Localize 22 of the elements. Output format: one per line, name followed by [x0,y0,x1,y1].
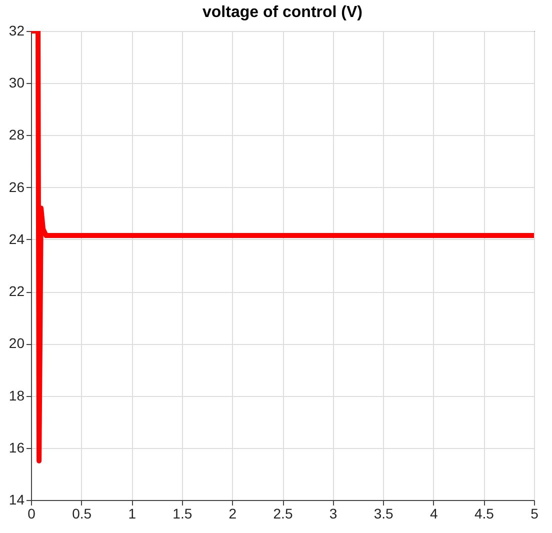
chart-title: voltage of control (V) [202,4,362,21]
y-tick-label: 30 [8,74,25,91]
y-tick-label: 14 [8,492,25,508]
y-tick-label: 22 [8,283,25,300]
y-tick-label: 28 [8,126,25,143]
x-tick-label: 3 [329,506,338,522]
y-tick-label: 26 [8,178,25,195]
y-tick-label: 24 [8,230,25,247]
x-tick-label: 2.5 [273,506,293,522]
y-tick-label: 20 [8,335,25,352]
y-tick-label: 18 [8,387,25,404]
y-tick-label: 16 [8,439,25,456]
x-tick-label: 1.5 [172,506,192,522]
x-tick-label: 5 [530,506,539,522]
x-tick-label: 0.5 [72,506,92,522]
y-tick-label: 32 [8,22,25,38]
x-tick-label: 0 [28,506,36,522]
x-tick-label: 1 [128,506,136,522]
x-tick-label: 4 [430,506,438,522]
x-tick-label: 4.5 [474,506,494,522]
x-tick-label: 3.5 [374,506,394,522]
x-tick-label: 2 [228,506,237,522]
